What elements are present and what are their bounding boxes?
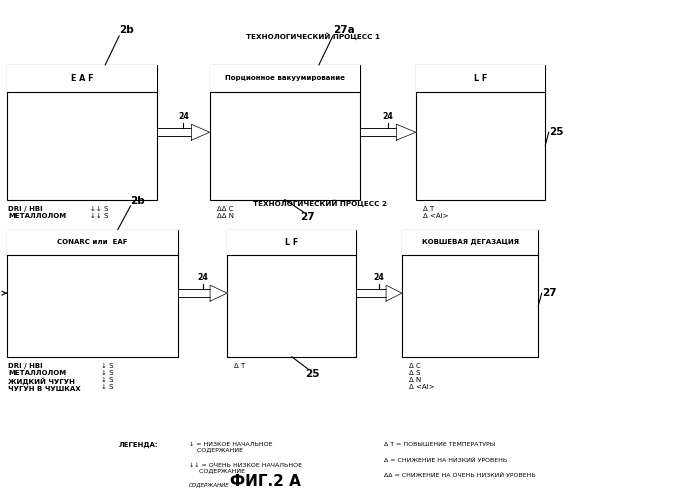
Bar	[210, 65, 360, 92]
Polygon shape	[396, 124, 416, 140]
Text: 27: 27	[542, 288, 556, 298]
Text: ↓ = НИЗКОЕ НАЧАЛЬНОЕ
    СОДЕРЖАНИЕ: ↓ = НИЗКОЕ НАЧАЛЬНОЕ СОДЕРЖАНИЕ	[189, 442, 272, 453]
Bar	[227, 230, 356, 255]
Text: ↓↓ S
↓↓ S: ↓↓ S ↓↓ S	[89, 206, 108, 219]
Polygon shape	[386, 285, 402, 301]
Bar	[227, 230, 356, 357]
Bar	[416, 65, 545, 92]
Bar	[157, 128, 192, 136]
Bar	[7, 230, 178, 357]
Text: Δ T
Δ <Al>: Δ T Δ <Al>	[423, 206, 448, 219]
Text: 24: 24	[382, 112, 394, 121]
Text: ТЕХНОЛОГИЧЕСКИЙ ПРОЦЕСС 2: ТЕХНОЛОГИЧЕСКИЙ ПРОЦЕСС 2	[253, 200, 387, 207]
Bar	[402, 230, 538, 255]
Text: L F: L F	[474, 74, 487, 83]
Bar	[7, 230, 178, 255]
Text: E A F: E A F	[71, 74, 94, 83]
Text: 2b: 2b	[119, 25, 134, 35]
Bar	[7, 65, 157, 92]
Polygon shape	[210, 285, 227, 301]
Text: ↓ S
↓ S
↓ S
↓ S: ↓ S ↓ S ↓ S ↓ S	[101, 363, 114, 390]
Bar	[210, 65, 360, 200]
Text: 25: 25	[549, 127, 563, 137]
Text: СОДЕРЖАНИЕ: СОДЕРЖАНИЕ	[189, 483, 229, 488]
Text: ЛЕГЕНДА:: ЛЕГЕНДА:	[119, 442, 159, 448]
Text: 25: 25	[305, 369, 319, 379]
Text: L F: L F	[285, 238, 298, 247]
Bar	[402, 230, 538, 357]
Text: DRI / HBI
МЕТАЛЛОЛОМ
ЖИДКИЙ ЧУГУН
ЧУГУН В ЧУШКАХ: DRI / HBI МЕТАЛЛОЛОМ ЖИДКИЙ ЧУГУН ЧУГУН …	[8, 363, 81, 392]
Text: 27: 27	[300, 212, 315, 222]
Text: 24: 24	[178, 112, 189, 121]
Text: CONARC или  EAF: CONARC или EAF	[57, 239, 128, 246]
Text: ФИГ.2 А: ФИГ.2 А	[230, 474, 301, 489]
Bar	[7, 65, 157, 200]
Bar	[360, 128, 396, 136]
Text: ТЕХНОЛОГИЧЕСКИЙ ПРОЦЕСС 1: ТЕХНОЛОГИЧЕСКИЙ ПРОЦЕСС 1	[246, 32, 380, 40]
Text: Δ = СНИЖЕНИЕ НА НИЗКИЙ УРОВЕНЬ: Δ = СНИЖЕНИЕ НА НИЗКИЙ УРОВЕНЬ	[384, 458, 507, 463]
Text: ΔΔ C
ΔΔ N: ΔΔ C ΔΔ N	[217, 206, 233, 219]
Bar	[416, 65, 545, 200]
Text: Δ T: Δ T	[234, 363, 245, 369]
Bar	[356, 289, 386, 297]
Bar	[178, 289, 210, 297]
Polygon shape	[192, 124, 210, 140]
Text: ↓↓ = ОЧЕНЬ НИЗКОЕ НАЧАЛЬНОЕ
     СОДЕРЖАНИЕ: ↓↓ = ОЧЕНЬ НИЗКОЕ НАЧАЛЬНОЕ СОДЕРЖАНИЕ	[189, 463, 302, 474]
Text: DRI / HBI
МЕТАЛЛОЛОМ: DRI / HBI МЕТАЛЛОЛОМ	[8, 206, 66, 219]
Text: Δ T = ПОВЫШЕНИЕ ТЕМПЕРАТУРЫ: Δ T = ПОВЫШЕНИЕ ТЕМПЕРАТУРЫ	[384, 442, 496, 447]
Text: Порционное вакуумирование: Порционное вакуумирование	[225, 75, 345, 81]
Text: 24: 24	[374, 273, 384, 282]
Text: 27a: 27a	[333, 25, 354, 35]
Text: ΔΔ = СНИЖЕНИЕ НА ОЧЕНЬ НИЗКИЙ УРОВЕНЬ: ΔΔ = СНИЖЕНИЕ НА ОЧЕНЬ НИЗКИЙ УРОВЕНЬ	[384, 473, 536, 478]
Text: Δ C
Δ S
Δ N
Δ <Al>: Δ C Δ S Δ N Δ <Al>	[409, 363, 434, 390]
Text: КОВШЕВАЯ ДЕГАЗАЦИЯ: КОВШЕВАЯ ДЕГАЗАЦИЯ	[421, 239, 519, 246]
Text: 2b: 2b	[131, 196, 145, 206]
Text: 24: 24	[197, 273, 208, 282]
